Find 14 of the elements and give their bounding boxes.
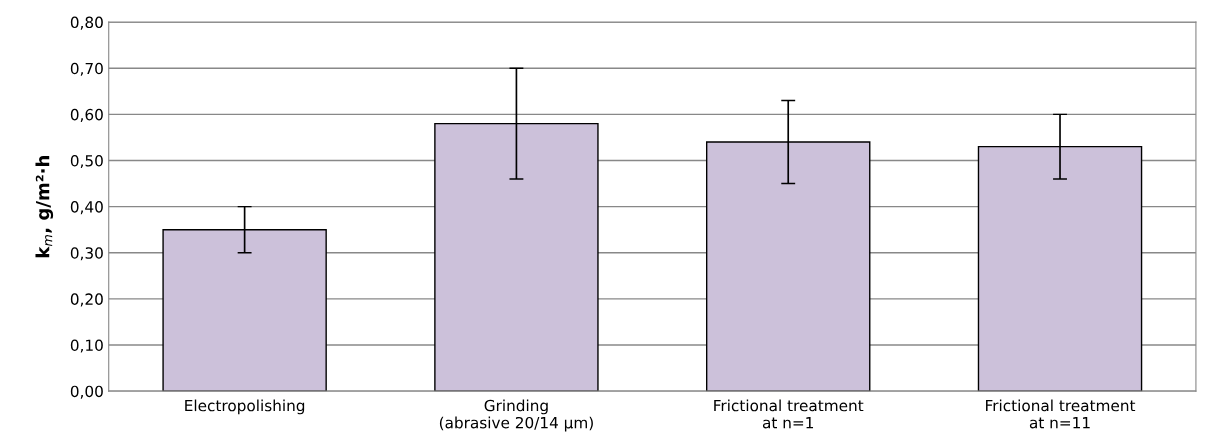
y-tick-label: 0,10: [70, 339, 103, 353]
x-tick-label: Electropolishing: [185, 399, 305, 415]
y-tick-label: 0,80: [70, 16, 103, 30]
y-tick-label: 0,60: [70, 108, 103, 122]
y-tick-label: 0,40: [70, 201, 103, 215]
y-tick-label: 0,30: [70, 247, 103, 261]
y-axis-title: k$_{m}$, g/m²·h: [35, 156, 54, 258]
y-tick-label: 0,70: [70, 62, 103, 76]
x-tick-label: Grinding (abrasive 20/14 µm): [439, 399, 593, 432]
y-tick-label: 0,20: [70, 293, 103, 307]
y-tick-label: 0,00: [70, 385, 103, 399]
x-tick-label: Frictional treatment at n=1: [714, 399, 864, 429]
x-tick-label: Frictional treatment at n=11: [986, 399, 1136, 429]
y-tick-label: 0,50: [70, 154, 103, 169]
